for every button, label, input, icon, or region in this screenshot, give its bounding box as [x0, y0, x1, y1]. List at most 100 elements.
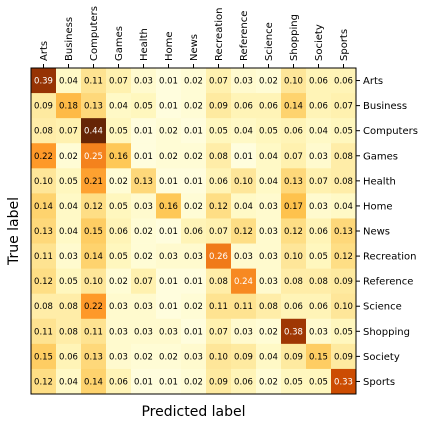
cell-home-health [131, 193, 157, 219]
cell-value-label: 0.13 [84, 102, 103, 112]
cell-games-games [106, 143, 132, 169]
cell-reference-society [306, 268, 332, 295]
cell-business-science [256, 93, 282, 119]
cell-value-label: 0.06 [309, 302, 328, 312]
cell-value-label: 0.02 [109, 277, 128, 287]
cell-news-games [106, 218, 132, 244]
cell-value-label: 0.03 [309, 202, 328, 212]
cell-value-label: 0.07 [209, 77, 228, 87]
cell-value-label: 0.04 [59, 202, 78, 212]
cell-value-label: 0.03 [259, 202, 278, 212]
x-tick-label-recreation: Recreation [214, 8, 225, 61]
cell-value-label: 0.12 [84, 202, 103, 212]
cell-value-label: 0.03 [134, 77, 153, 87]
cell-science-news [181, 293, 207, 320]
cell-value-label: 0.09 [284, 352, 303, 362]
x-tick-label-arts: Arts [39, 41, 50, 61]
cell-reference-sports [331, 268, 357, 295]
cell-value-label: 0.09 [334, 277, 353, 287]
cell-value-label: 0.09 [334, 352, 353, 362]
cell-society-home [156, 343, 182, 370]
y-tick-label-shopping: Shopping [363, 327, 410, 338]
cell-sports-news [181, 368, 207, 395]
cell-business-games [106, 93, 132, 119]
cell-games-sports [331, 143, 357, 169]
cell-recreation-games [106, 243, 132, 270]
cell-arts-society [306, 68, 332, 94]
cell-value-label: 0.08 [334, 177, 353, 187]
cell-recreation-society [306, 243, 332, 270]
cell-news-home [156, 218, 182, 244]
cell-computers-arts [31, 118, 57, 144]
cell-value-label: 0.01 [159, 177, 178, 187]
cell-home-business [56, 193, 82, 219]
cell-value-label: 0.09 [209, 102, 228, 112]
cell-value-label: 0.10 [209, 352, 228, 362]
y-tick-label-sports: Sports [363, 377, 395, 388]
cell-value-label: 0.06 [234, 102, 253, 112]
cell-value-label: 0.03 [234, 77, 253, 87]
cell-health-reference [231, 168, 257, 194]
cell-sports-business [56, 368, 82, 395]
cell-value-label: 0.10 [334, 302, 353, 312]
cell-value-label: 0.08 [284, 277, 303, 287]
cell-reference-business [56, 268, 82, 295]
cell-value-label: 0.33 [334, 377, 353, 387]
cell-value-label: 0.21 [84, 177, 103, 187]
cell-reference-computers [81, 268, 107, 295]
cell-arts-home [156, 68, 182, 94]
cell-value-label: 0.06 [309, 227, 328, 237]
cell-news-sports [331, 218, 357, 244]
cell-value-label: 0.02 [109, 177, 128, 187]
cell-arts-reference [231, 68, 257, 94]
cell-value-label: 0.12 [284, 227, 303, 237]
cell-value-label: 0.03 [134, 202, 153, 212]
cell-home-recreation [206, 193, 232, 219]
cell-value-label: 0.14 [84, 377, 103, 387]
cell-sports-society [306, 368, 332, 395]
cell-value-label: 0.03 [109, 352, 128, 362]
cell-value-label: 0.01 [184, 277, 203, 287]
cell-computers-news [181, 118, 207, 144]
cell-value-label: 0.01 [159, 77, 178, 87]
cell-recreation-reference [231, 243, 257, 270]
y-tick-label-home: Home [363, 201, 393, 212]
cell-value-label: 0.17 [284, 202, 303, 212]
cell-value-label: 0.03 [259, 277, 278, 287]
cell-value-label: 0.02 [184, 377, 203, 387]
cell-business-health [131, 93, 157, 119]
cell-sports-recreation [206, 368, 232, 395]
cell-health-arts [31, 168, 57, 194]
heatmap-cell-labels: 0.39 0.04 0.11 0.07 0.03 0.01 0.02 0.07 0.03 0.02… [34, 77, 353, 388]
cell-society-news [181, 343, 207, 370]
cell-value-label: 0.02 [184, 77, 203, 87]
cell-shopping-arts [31, 318, 57, 345]
cell-value-label: 0.13 [34, 227, 53, 237]
cell-shopping-games [106, 318, 132, 345]
cell-value-label: 0.06 [334, 77, 353, 87]
cell-value-label: 0.08 [334, 152, 353, 162]
cell-value-label: 0.04 [59, 377, 78, 387]
cell-value-label: 0.24 [234, 277, 253, 287]
cell-value-label: 0.11 [34, 327, 53, 337]
cell-reference-news [181, 268, 207, 295]
cell-value-label: 0.03 [259, 252, 278, 262]
y-tick-label-news: News [363, 227, 390, 238]
cell-value-label: 0.02 [184, 102, 203, 112]
cell-value-label: 0.03 [109, 302, 128, 312]
cell-home-computers [81, 193, 107, 219]
cell-computers-science [256, 118, 282, 144]
cell-value-label: 0.22 [34, 152, 53, 162]
cell-computers-business [56, 118, 82, 144]
cell-business-computers [81, 93, 107, 119]
cell-value-label: 0.25 [84, 152, 103, 162]
cell-value-label: 0.07 [209, 227, 228, 237]
cell-value-label: 0.06 [59, 352, 78, 362]
cell-value-label: 0.05 [109, 127, 128, 137]
cell-value-label: 0.06 [309, 77, 328, 87]
cell-home-home [156, 193, 182, 219]
cell-news-business [56, 218, 82, 244]
cell-recreation-health [131, 243, 157, 270]
cell-shopping-shopping [281, 318, 307, 345]
cell-value-label: 0.10 [34, 177, 53, 187]
